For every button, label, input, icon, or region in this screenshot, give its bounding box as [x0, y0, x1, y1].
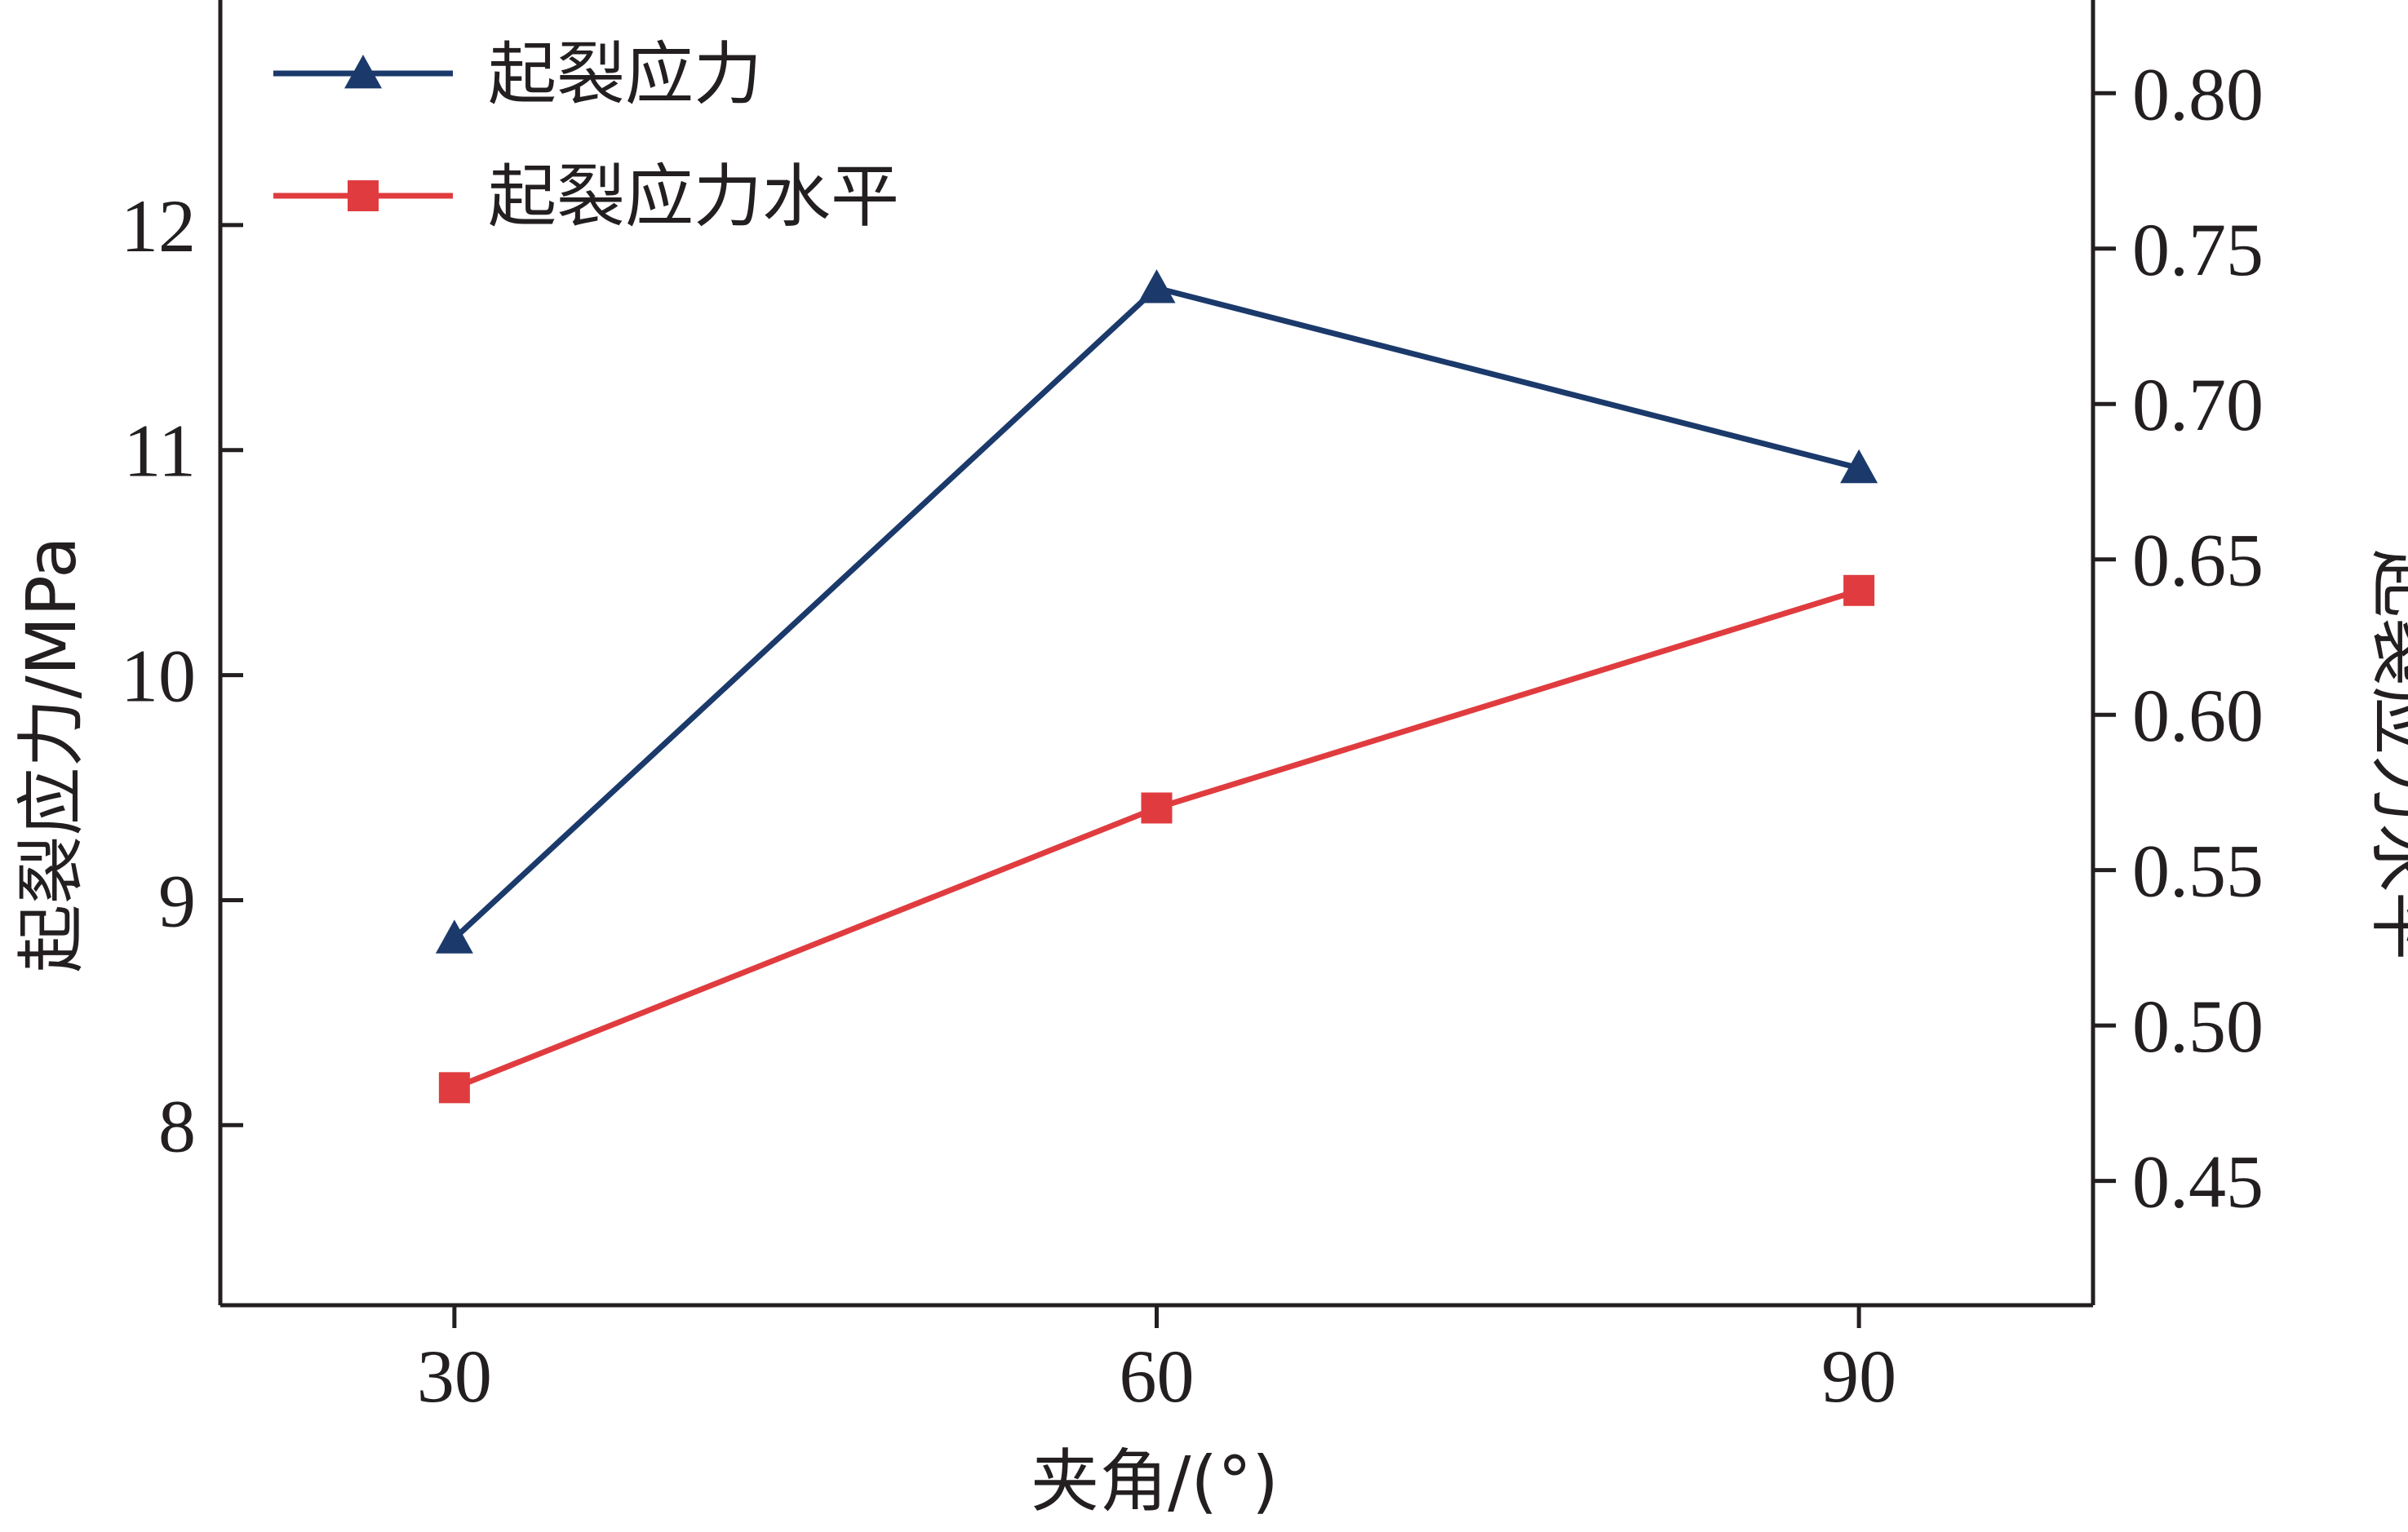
left-y-tick-label: 8	[158, 1084, 196, 1167]
data-point-1	[1840, 449, 1878, 484]
left-y-axis-ticks: 8 9 10 11 12	[121, 184, 243, 1167]
right-y-tick-label: 0.75	[2132, 208, 2264, 291]
x-axis-ticks: 30 60 90	[417, 1305, 1896, 1418]
right-y-tick-label: 0.55	[2132, 830, 2264, 913]
right-y-tick-label: 0.50	[2132, 985, 2264, 1068]
right-y-tick-label: 0.45	[2132, 1140, 2264, 1224]
series-layer	[435, 269, 1878, 1104]
data-point-2	[1141, 792, 1173, 824]
series-line-2	[453, 587, 1860, 1091]
left-y-tick-label: 11	[123, 410, 196, 493]
left-y-tick-label: 10	[121, 635, 196, 718]
right-y-tick-label: 0.65	[2132, 519, 2264, 602]
x-tick-label: 30	[417, 1335, 492, 1418]
x-axis-title: 夹角/(°)	[1031, 1441, 1279, 1521]
right-y-axis-title: 起裂应力水平	[2363, 549, 2408, 960]
data-point-1	[435, 919, 473, 954]
left-y-tick-label: 12	[121, 184, 196, 268]
legend-label: 起裂应力水平	[488, 157, 899, 237]
x-tick-label: 60	[1120, 1335, 1195, 1418]
legend-label: 起裂应力	[488, 34, 762, 114]
series-line-1	[452, 285, 1860, 941]
right-y-tick-label: 0.80	[2132, 52, 2264, 135]
right-y-tick-label: 0.70	[2132, 363, 2264, 446]
legend-marker	[348, 180, 379, 211]
legend-marker	[344, 55, 382, 89]
data-point-2	[438, 1072, 470, 1104]
data-point-2	[1843, 574, 1875, 606]
right-y-tick-label: 0.60	[2132, 674, 2264, 757]
x-tick-label: 90	[1821, 1335, 1896, 1418]
left-y-axis-title: 起裂应力/MPa	[11, 536, 91, 972]
left-y-tick-label: 9	[158, 859, 196, 942]
right-y-axis-ticks: 0.45 0.50 0.55 0.60 0.65 0.70 0.75 0.80	[2093, 52, 2264, 1224]
data-point-1	[1137, 269, 1176, 303]
